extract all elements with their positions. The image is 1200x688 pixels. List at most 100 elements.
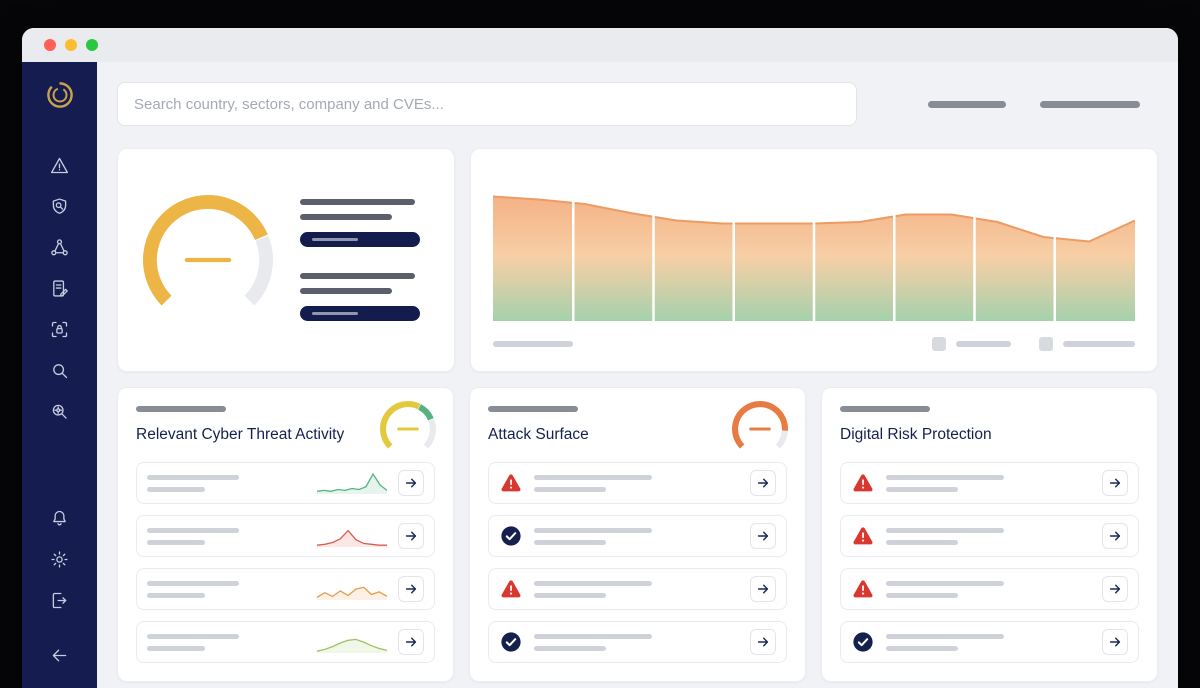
zoom-window-button[interactable] <box>86 39 98 51</box>
score-line-placeholder <box>300 288 392 294</box>
sidebar-item-network[interactable] <box>22 227 97 268</box>
settings-icon <box>51 551 68 568</box>
sidebar <box>22 62 97 688</box>
list-item-text-placeholder <box>534 580 739 598</box>
open-detail-button[interactable] <box>1102 576 1128 602</box>
attack-surface-gauge <box>732 401 788 449</box>
list-item <box>488 515 787 557</box>
arrow-right-icon <box>757 531 769 541</box>
list-item <box>488 568 787 610</box>
trend-sparkline <box>317 529 387 547</box>
score-line-placeholder <box>300 273 415 279</box>
list-item <box>136 568 435 610</box>
topbar-placeholder-2 <box>1040 100 1140 108</box>
arrow-right-icon <box>1109 531 1121 541</box>
open-detail-button[interactable] <box>1102 629 1128 655</box>
trend-chart-footer <box>493 337 1135 351</box>
list-item <box>488 462 787 504</box>
main-content: Relevant Cyber Threat Activity Attack Su… <box>97 62 1178 688</box>
open-detail-button[interactable] <box>750 470 776 496</box>
score-badge <box>300 232 420 247</box>
arrow-right-icon <box>405 637 417 647</box>
card-title: Digital Risk Protection <box>840 426 992 443</box>
threat-activity-card: Relevant Cyber Threat Activity <box>117 387 454 682</box>
open-detail-button[interactable] <box>398 629 424 655</box>
warning-icon <box>853 580 873 598</box>
list-item-text-placeholder <box>147 580 306 598</box>
arrow-right-icon <box>405 584 417 594</box>
list-item-text-placeholder <box>886 580 1091 598</box>
legend-label-placeholder <box>1063 341 1135 347</box>
arrow-right-icon <box>405 531 417 541</box>
arrow-right-icon <box>757 637 769 647</box>
sidebar-item-notifications[interactable] <box>22 498 97 539</box>
card-title: Relevant Cyber Threat Activity <box>136 426 345 443</box>
close-window-button[interactable] <box>44 39 56 51</box>
sidebar-item-logout[interactable] <box>22 580 97 621</box>
collapse-icon <box>52 649 67 662</box>
trend-sparkline <box>317 638 387 653</box>
list-item <box>136 515 435 557</box>
list-item <box>840 568 1139 610</box>
risk-score-details <box>300 199 420 321</box>
topbar-placeholder-1 <box>928 100 1006 108</box>
sidebar-item-lock-scan[interactable] <box>22 309 97 350</box>
sidebar-item-search-settings[interactable] <box>22 391 97 432</box>
list-item <box>488 621 787 663</box>
threat-activity-gauge <box>380 401 436 449</box>
sidebar-item-shield-search[interactable] <box>22 186 97 227</box>
brand-logo-icon[interactable] <box>43 78 77 117</box>
check-badge-icon <box>501 526 521 546</box>
app-window: Relevant Cyber Threat Activity Attack Su… <box>22 28 1178 688</box>
list-item <box>136 462 435 504</box>
list-item-text-placeholder <box>534 474 739 492</box>
sidebar-item-collapse[interactable] <box>49 635 70 676</box>
search-icon <box>53 364 68 379</box>
score-line-placeholder <box>300 214 392 220</box>
shield-search-icon <box>52 198 67 214</box>
open-detail-button[interactable] <box>398 470 424 496</box>
minimize-window-button[interactable] <box>65 39 77 51</box>
list-item-text-placeholder <box>886 527 1091 545</box>
notifications-icon <box>53 510 66 526</box>
warning-icon <box>853 527 873 545</box>
trend-chart-card <box>470 148 1158 372</box>
sidebar-item-alerts[interactable] <box>22 145 97 186</box>
chart-legend <box>932 337 1135 351</box>
alerts-icon <box>50 157 69 174</box>
open-detail-button[interactable] <box>750 629 776 655</box>
legend-item[interactable] <box>1039 337 1135 351</box>
risk-score-gauge <box>143 195 273 306</box>
arrow-right-icon <box>405 478 417 488</box>
search-input[interactable] <box>117 82 857 126</box>
search-settings-icon <box>52 404 67 419</box>
legend-item[interactable] <box>932 337 1011 351</box>
warning-icon <box>853 474 873 492</box>
list-item-text-placeholder <box>147 474 306 492</box>
sidebar-item-report-edit[interactable] <box>22 268 97 309</box>
risk-score-card <box>117 148 455 372</box>
open-detail-button[interactable] <box>398 576 424 602</box>
list-item-text-placeholder <box>534 633 739 651</box>
arrow-right-icon <box>757 478 769 488</box>
sidebar-item-settings[interactable] <box>22 539 97 580</box>
list-item <box>840 462 1139 504</box>
open-detail-button[interactable] <box>750 576 776 602</box>
list-item <box>840 515 1139 557</box>
open-detail-button[interactable] <box>1102 470 1128 496</box>
card-header-placeholder <box>840 406 930 412</box>
titlebar <box>22 28 1178 62</box>
warning-icon <box>501 474 521 492</box>
list-item-text-placeholder <box>147 633 306 651</box>
open-detail-button[interactable] <box>750 523 776 549</box>
digital-risk-card: Digital Risk Protection <box>821 387 1158 682</box>
list-item-text-placeholder <box>534 527 739 545</box>
list-item-text-placeholder <box>147 527 306 545</box>
open-detail-button[interactable] <box>1102 523 1128 549</box>
card-header-placeholder <box>136 406 226 412</box>
attack-surface-card: Attack Surface <box>469 387 806 682</box>
open-detail-button[interactable] <box>398 523 424 549</box>
network-icon <box>51 239 68 256</box>
check-badge-icon <box>853 632 873 652</box>
sidebar-item-search[interactable] <box>22 350 97 391</box>
